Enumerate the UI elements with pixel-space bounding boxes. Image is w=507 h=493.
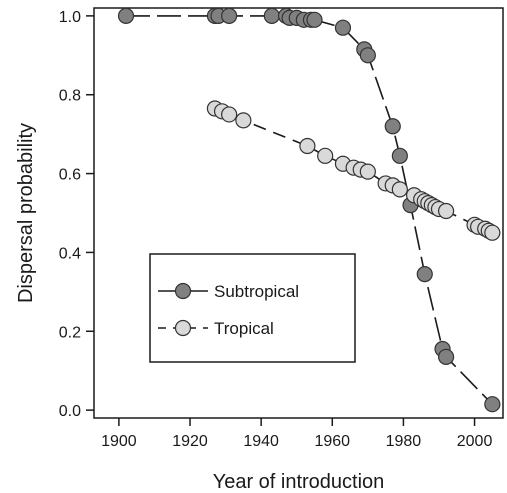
x-tick-label: 1980: [386, 433, 422, 450]
x-tick-label: 2000: [457, 433, 493, 450]
y-tick-label: 0.8: [59, 88, 81, 105]
subtropical-point: [334, 19, 352, 36]
legend-items: Subtropical Tropical: [158, 282, 299, 338]
subtropical-point: [384, 118, 401, 135]
tropical-point: [235, 112, 252, 129]
tropical-legend-marker: [174, 319, 192, 337]
tropical-point: [317, 147, 334, 164]
tropical-legend-label: Tropical: [214, 319, 274, 338]
x-tick-label: 1960: [314, 433, 350, 450]
legend: Subtropical Tropical: [149, 253, 356, 363]
subtropical-legend-marker: [174, 282, 192, 300]
x-axis-title: Year of introduction: [213, 471, 385, 493]
subtropical-point: [117, 7, 135, 24]
tropical-point: [391, 181, 408, 198]
plot-axes: 1900 1920 1940 1960 1980 2000 0.0 0.2 0.4 0.6 0.8 1…: [59, 7, 504, 450]
tropical-point: [299, 137, 316, 155]
plot-frame: [93, 7, 504, 419]
y-tick-label: 1.0: [59, 9, 81, 26]
tropical-series: [206, 100, 501, 241]
y-tick-label: 0.2: [59, 324, 81, 341]
x-tick-label: 1940: [243, 433, 279, 450]
tropical-point: [484, 224, 501, 241]
subtropical-point: [306, 11, 323, 28]
y-tick-label: 0.4: [59, 245, 81, 262]
y-axis-title: Dispersal probability: [15, 123, 37, 303]
subtropical-series: [117, 7, 501, 413]
x-tick-label: 1920: [172, 433, 208, 450]
y-tick-label: 0.6: [59, 167, 81, 184]
legend-box: [149, 253, 356, 363]
tropical-point: [221, 106, 238, 123]
subtropical-point: [263, 7, 280, 24]
tropical-point: [359, 163, 376, 180]
tropical-point: [437, 202, 455, 220]
subtropical-legend-label: Subtropical: [214, 282, 299, 301]
series-layer: [117, 7, 501, 413]
subtropical-point: [416, 266, 433, 283]
subtropical-point: [484, 396, 501, 413]
subtropical-point: [221, 7, 238, 24]
y-tick-label: 0.0: [59, 403, 81, 420]
x-tick-label: 1900: [101, 433, 137, 450]
subtropical-point: [437, 348, 455, 365]
subtropical-point: [359, 47, 376, 64]
subtropical-point: [391, 147, 408, 164]
